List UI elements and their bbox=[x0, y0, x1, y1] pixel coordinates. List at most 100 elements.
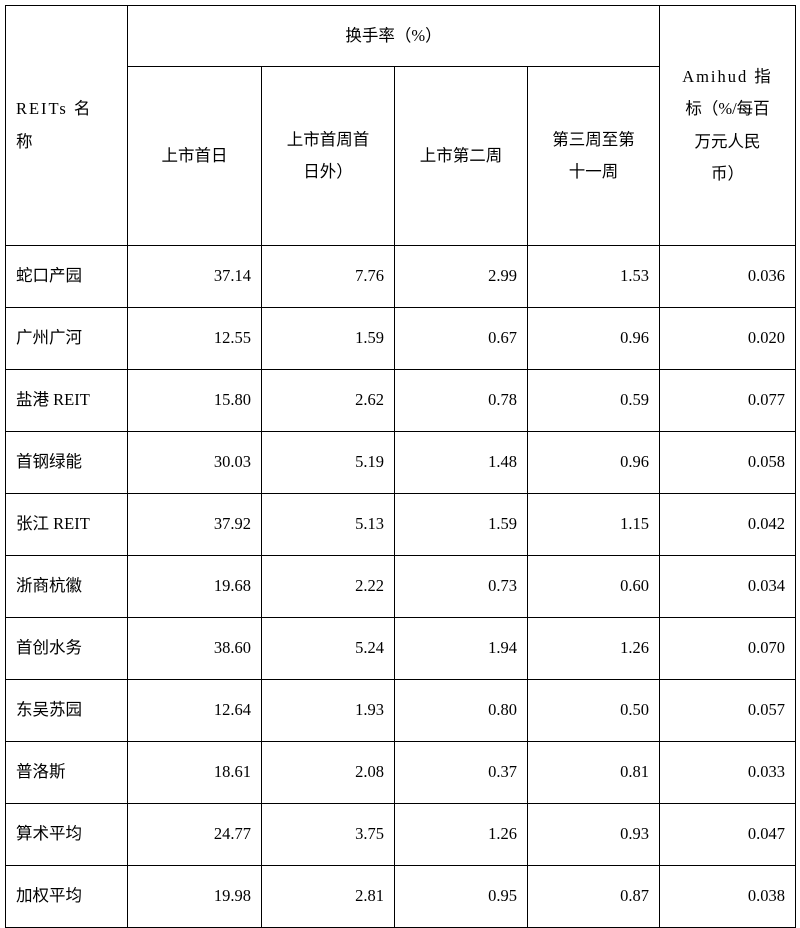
table-row: 张江 REIT 37.92 5.13 1.59 1.15 0.042 bbox=[5, 493, 796, 556]
header-cell-first-week-ex-first-day: 上市首周首 日外） bbox=[261, 66, 395, 246]
cell-first-week-ex: 2.08 bbox=[261, 741, 395, 804]
cell-second-week: 0.78 bbox=[394, 369, 528, 432]
cell-reits-name: 浙商杭徽 bbox=[5, 555, 128, 618]
cell-second-week: 1.26 bbox=[394, 803, 528, 866]
cell-first-day: 12.64 bbox=[127, 679, 262, 742]
cell-first-week-ex: 7.76 bbox=[261, 245, 395, 308]
cell-reits-name: 首创水务 bbox=[5, 617, 128, 680]
table-row: 普洛斯 18.61 2.08 0.37 0.81 0.033 bbox=[5, 741, 796, 804]
header-amihud-line-1: Amihud 指 bbox=[682, 67, 773, 87]
cell-second-week: 1.59 bbox=[394, 493, 528, 556]
cell-first-week-ex: 3.75 bbox=[261, 803, 395, 866]
cell-amihud: 0.047 bbox=[659, 803, 796, 866]
cell-second-week: 0.37 bbox=[394, 741, 528, 804]
cell-week3-11: 1.15 bbox=[527, 493, 660, 556]
cell-week3-11: 1.26 bbox=[527, 617, 660, 680]
header-amihud-line-2: 标（%/每百 bbox=[685, 99, 770, 119]
cell-amihud: 0.042 bbox=[659, 493, 796, 556]
table-row: 东吴苏园 12.64 1.93 0.80 0.50 0.057 bbox=[5, 679, 796, 742]
cell-first-week-ex: 5.19 bbox=[261, 431, 395, 494]
cell-first-day: 37.92 bbox=[127, 493, 262, 556]
cell-week3-11: 1.53 bbox=[527, 245, 660, 308]
cell-amihud: 0.058 bbox=[659, 431, 796, 494]
cell-second-week: 0.95 bbox=[394, 865, 528, 928]
cell-second-week: 1.94 bbox=[394, 617, 528, 680]
table-row: 首创水务 38.60 5.24 1.94 1.26 0.070 bbox=[5, 617, 796, 680]
cell-first-week-ex: 1.93 bbox=[261, 679, 395, 742]
cell-second-week: 0.73 bbox=[394, 555, 528, 618]
header-cell-second-week: 上市第二周 bbox=[394, 66, 528, 246]
table-row: 广州广河 12.55 1.59 0.67 0.96 0.020 bbox=[5, 307, 796, 370]
cell-week3-11: 0.93 bbox=[527, 803, 660, 866]
header-week3-11-line-2: 十一周 bbox=[568, 162, 619, 181]
cell-week3-11: 0.59 bbox=[527, 369, 660, 432]
cell-reits-name: 首钢绿能 bbox=[5, 431, 128, 494]
cell-week3-11: 0.50 bbox=[527, 679, 660, 742]
cell-first-day: 15.80 bbox=[127, 369, 262, 432]
cell-reits-name: 加权平均 bbox=[5, 865, 128, 928]
cell-first-day: 19.98 bbox=[127, 865, 262, 928]
table-row-weighted-mean: 加权平均 19.98 2.81 0.95 0.87 0.038 bbox=[5, 865, 796, 928]
cell-reits-name: 东吴苏园 bbox=[5, 679, 128, 742]
table-row-arithmetic-mean: 算术平均 24.77 3.75 1.26 0.93 0.047 bbox=[5, 803, 796, 866]
cell-amihud: 0.020 bbox=[659, 307, 796, 370]
header-amihud-line-3: 万元人民 bbox=[694, 131, 761, 151]
cell-reits-name: 普洛斯 bbox=[5, 741, 128, 804]
cell-first-week-ex: 1.59 bbox=[261, 307, 395, 370]
header-cell-reits-name: REITs 名 称 bbox=[5, 5, 128, 246]
header-week3-11-line-1: 第三周至第 bbox=[552, 129, 635, 149]
cell-first-day: 18.61 bbox=[127, 741, 262, 804]
cell-reits-name: 广州广河 bbox=[5, 307, 128, 370]
header-row-subcolumns: 上市首日 上市首周首 日外） 上市第二周 第三周至第 十一周 bbox=[6, 66, 796, 246]
cell-first-day: 37.14 bbox=[127, 245, 262, 308]
header-first-week-line-2: 日外） bbox=[303, 162, 353, 181]
header-row-group: REITs 名 称 换手率（%） Amihud 指 标（%/每百 万元人民 币） bbox=[5, 5, 796, 246]
cell-second-week: 0.67 bbox=[394, 307, 528, 370]
table-body: 蛇口产园 37.14 7.76 2.99 1.53 0.036 广州广河 12.… bbox=[5, 245, 796, 928]
cell-amihud: 0.070 bbox=[659, 617, 796, 680]
cell-first-week-ex: 2.62 bbox=[261, 369, 395, 432]
cell-week3-11: 0.96 bbox=[527, 307, 660, 370]
cell-second-week: 2.99 bbox=[394, 245, 528, 308]
cell-reits-name: 蛇口产园 bbox=[5, 245, 128, 308]
table-row: 蛇口产园 37.14 7.76 2.99 1.53 0.036 bbox=[5, 245, 796, 308]
cell-amihud: 0.036 bbox=[659, 245, 796, 308]
header-reits-name-line-2: 称 bbox=[16, 131, 33, 151]
header-cell-week-three-to-eleven: 第三周至第 十一周 bbox=[527, 66, 660, 246]
cell-reits-name: 盐港 REIT bbox=[5, 369, 128, 432]
cell-week3-11: 0.60 bbox=[527, 555, 660, 618]
cell-week3-11: 0.87 bbox=[527, 865, 660, 928]
cell-second-week: 1.48 bbox=[394, 431, 528, 494]
cell-amihud: 0.033 bbox=[659, 741, 796, 804]
cell-week3-11: 0.81 bbox=[527, 741, 660, 804]
header-cell-turnover-group: 换手率（%） bbox=[127, 5, 660, 67]
cell-amihud: 0.034 bbox=[659, 555, 796, 618]
header-amihud-line-4: 币） bbox=[711, 163, 744, 183]
cell-first-week-ex: 5.24 bbox=[261, 617, 395, 680]
cell-amihud: 0.077 bbox=[659, 369, 796, 432]
header-cell-first-day: 上市首日 bbox=[127, 66, 262, 246]
cell-first-day: 30.03 bbox=[127, 431, 262, 494]
header-first-day-line-1: 上市首日 bbox=[161, 145, 228, 165]
table-row: 浙商杭徽 19.68 2.22 0.73 0.60 0.034 bbox=[5, 555, 796, 618]
cell-first-week-ex: 2.22 bbox=[261, 555, 395, 618]
cell-reits-name: 张江 REIT bbox=[5, 493, 128, 556]
table-header: REITs 名 称 换手率（%） Amihud 指 标（%/每百 万元人民 币）… bbox=[5, 5, 796, 246]
header-first-week-line-1: 上市首周首 bbox=[286, 129, 370, 149]
header-cell-amihud: Amihud 指 标（%/每百 万元人民 币） bbox=[659, 5, 796, 246]
cell-first-day: 24.77 bbox=[127, 803, 262, 866]
cell-amihud: 0.038 bbox=[659, 865, 796, 928]
table-row: 首钢绿能 30.03 5.19 1.48 0.96 0.058 bbox=[5, 431, 796, 494]
cell-first-day: 38.60 bbox=[127, 617, 262, 680]
cell-second-week: 0.80 bbox=[394, 679, 528, 742]
cell-first-week-ex: 5.13 bbox=[261, 493, 395, 556]
header-second-week-line-1: 上市第二周 bbox=[419, 145, 503, 165]
table-row: 盐港 REIT 15.80 2.62 0.78 0.59 0.077 bbox=[5, 369, 796, 432]
reits-liquidity-table: REITs 名 称 换手率（%） Amihud 指 标（%/每百 万元人民 币）… bbox=[5, 5, 796, 928]
cell-first-day: 12.55 bbox=[127, 307, 262, 370]
cell-amihud: 0.057 bbox=[659, 679, 796, 742]
cell-first-week-ex: 2.81 bbox=[261, 865, 395, 928]
cell-reits-name: 算术平均 bbox=[5, 803, 128, 866]
cell-week3-11: 0.96 bbox=[527, 431, 660, 494]
